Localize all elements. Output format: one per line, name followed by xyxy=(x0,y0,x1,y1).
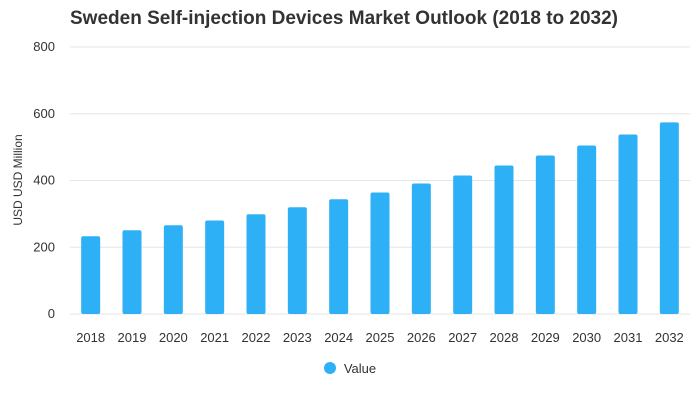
bar-2022 xyxy=(246,214,266,314)
x-tick-label: 2019 xyxy=(118,330,147,345)
y-tick-label: 400 xyxy=(33,173,55,188)
bar-2021 xyxy=(205,220,225,314)
bar-2026 xyxy=(411,183,431,314)
bars xyxy=(81,122,679,315)
bar-2029 xyxy=(535,155,555,314)
legend-label: Value xyxy=(343,361,377,376)
bar-2030 xyxy=(577,145,597,314)
x-tick-label: 2026 xyxy=(407,330,436,345)
x-tick-label: 2031 xyxy=(614,330,643,345)
x-tick-label: 2021 xyxy=(200,330,229,345)
y-axis-label: USD USD Million xyxy=(11,134,25,225)
x-tick-label: 2020 xyxy=(159,330,188,345)
x-tick-label: 2029 xyxy=(531,330,560,345)
x-axis-ticks: 2018 2019 2020 2021 2022 2023 2024 2025 2026 2027… xyxy=(76,330,684,345)
bar-2018 xyxy=(81,236,101,314)
x-tick-label: 2018 xyxy=(76,330,105,345)
x-tick-label: 2025 xyxy=(366,330,395,345)
bar-2028 xyxy=(494,165,514,314)
chart-title: Sweden Self-injection Devices Market Out… xyxy=(70,8,619,29)
x-tick-label: 2022 xyxy=(242,330,271,345)
y-tick-label: 200 xyxy=(33,239,55,254)
x-tick-label: 2027 xyxy=(448,330,477,345)
y-axis-ticks: 0 200 400 600 800 xyxy=(33,39,55,321)
y-tick-label: 0 xyxy=(48,306,55,321)
bar-2032 xyxy=(659,122,679,315)
legend: Value xyxy=(0,361,700,376)
y-tick-label: 600 xyxy=(33,106,55,121)
bar-2023 xyxy=(287,207,307,314)
legend-swatch xyxy=(323,362,336,374)
bar-2025 xyxy=(370,192,390,314)
y-tick-label: 800 xyxy=(33,39,55,54)
bar-2031 xyxy=(618,134,638,314)
x-tick-label: 2024 xyxy=(324,330,353,345)
x-tick-label: 2032 xyxy=(655,330,684,345)
bar-2020 xyxy=(163,225,183,314)
x-tick-label: 2030 xyxy=(572,330,601,345)
x-tick-label: 2028 xyxy=(490,330,519,345)
bar-2019 xyxy=(122,230,142,314)
bar-2027 xyxy=(453,175,473,314)
x-tick-label: 2023 xyxy=(283,330,312,345)
bar-2024 xyxy=(329,199,349,314)
